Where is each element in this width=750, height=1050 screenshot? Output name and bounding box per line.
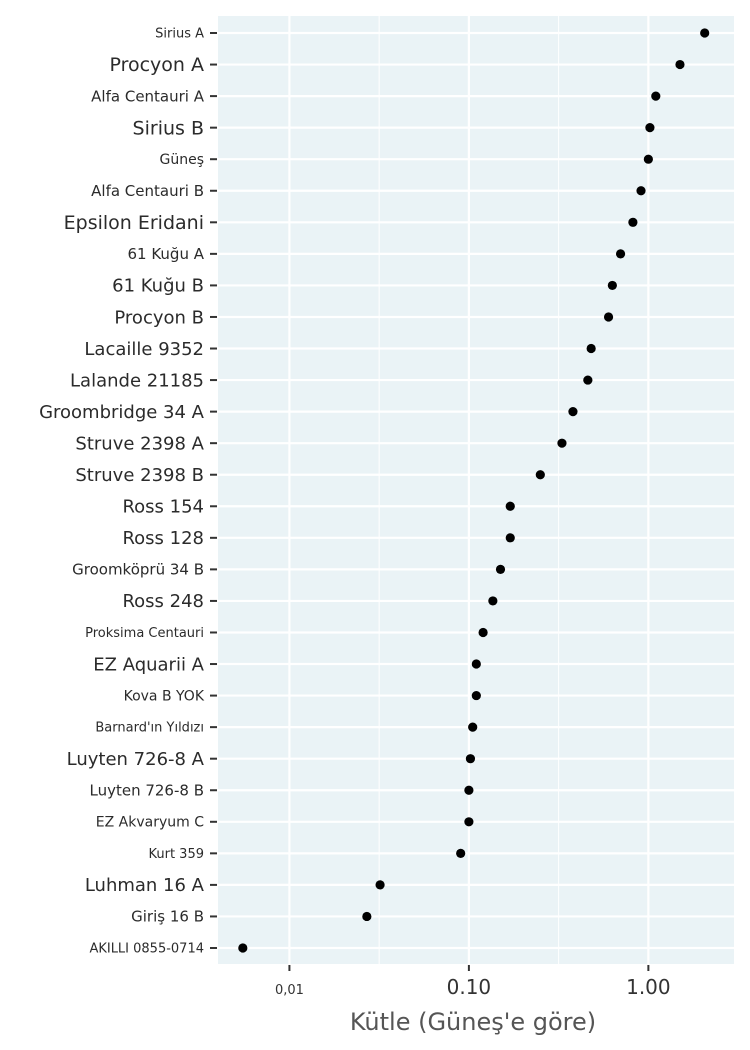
x-axis-title: Kütle (Güneş'e göre)	[350, 1008, 596, 1036]
data-point	[645, 123, 655, 133]
data-point	[456, 848, 466, 858]
y-tick-label: Lalande 21185	[70, 370, 204, 391]
data-point	[375, 880, 385, 890]
x-tick-label: 0,01	[275, 983, 304, 998]
data-point	[471, 659, 481, 669]
y-tick-label: EZ Akvaryum C	[96, 815, 204, 831]
y-tick-label: Epsilon Eridani	[64, 212, 204, 234]
y-tick-label: Groomköprü 34 B	[72, 561, 204, 579]
y-tick-label: Groombridge 34 A	[39, 402, 205, 423]
y-tick-label: Sirius A	[155, 27, 204, 42]
y-tick-label: Güneş	[159, 152, 204, 168]
x-axis-ticks	[288, 965, 650, 971]
y-tick-label: Barnard'ın Yıldızı	[95, 721, 204, 736]
y-tick-label: Luyten 726-8 A	[67, 749, 205, 770]
data-point	[557, 438, 567, 448]
y-tick-label: 61 Kuğu B	[112, 276, 204, 297]
y-tick-label: Sirius B	[133, 117, 204, 139]
y-tick-label: Procyon A	[109, 54, 204, 76]
y-tick-label: Luhman 16 A	[85, 875, 205, 896]
data-point	[362, 911, 372, 922]
data-point	[464, 817, 474, 827]
y-tick-label: 61 Kuğu A	[127, 245, 204, 263]
data-point	[636, 186, 646, 196]
data-point	[607, 280, 617, 291]
data-point	[568, 407, 578, 417]
data-point	[583, 375, 593, 385]
data-point	[505, 533, 515, 543]
y-tick-label: Proksima Centauri	[85, 626, 204, 641]
data-point	[586, 343, 596, 354]
x-axis-labels: 0,01 0.10 1.00	[275, 975, 671, 999]
x-tick-label: 1.00	[626, 975, 671, 999]
y-axis-ticks	[210, 32, 217, 949]
y-tick-label: EZ Aquarii A	[93, 654, 204, 675]
data-point	[505, 501, 515, 511]
data-point	[471, 690, 481, 701]
y-tick-label: Struve 2398 A	[75, 433, 204, 454]
y-tick-label: Ross 154	[122, 497, 204, 518]
y-tick-label: Procyon B	[114, 307, 204, 328]
data-point	[628, 217, 638, 227]
y-axis-labels: Sirius A Procyon A Alfa Centauri A Sirius B…	[39, 27, 205, 957]
data-point	[615, 249, 626, 259]
y-tick-label: Alfa Centauri A	[91, 87, 205, 105]
y-tick-label: Kova B YOK	[124, 688, 205, 704]
data-point	[700, 28, 710, 38]
y-tick-label: Ross 128	[122, 528, 204, 549]
data-point	[464, 785, 474, 795]
x-tick-label: 0.10	[447, 975, 492, 999]
y-tick-label: Kurt 359	[148, 847, 204, 862]
data-point	[478, 627, 488, 638]
data-point	[651, 91, 661, 101]
data-point	[603, 312, 614, 322]
data-point	[675, 59, 685, 70]
y-tick-label: Alfa Centauri B	[91, 182, 204, 200]
y-tick-label: AKILLI 0855-0714	[89, 942, 204, 957]
y-tick-label: Lacaille 9352	[84, 339, 204, 360]
data-point	[238, 943, 248, 953]
data-point	[535, 470, 545, 480]
y-tick-label: Ross 248	[122, 591, 204, 612]
y-tick-label: Giriş 16 B	[131, 908, 204, 926]
data-point	[495, 564, 506, 574]
grid	[218, 16, 734, 964]
data-point	[643, 154, 653, 164]
data-point	[468, 722, 478, 732]
data-points	[238, 28, 710, 953]
data-point	[488, 596, 498, 606]
data-point	[465, 754, 476, 764]
y-tick-label: Struve 2398 B	[75, 465, 204, 486]
y-tick-label: Luyten 726-8 B	[89, 781, 204, 799]
